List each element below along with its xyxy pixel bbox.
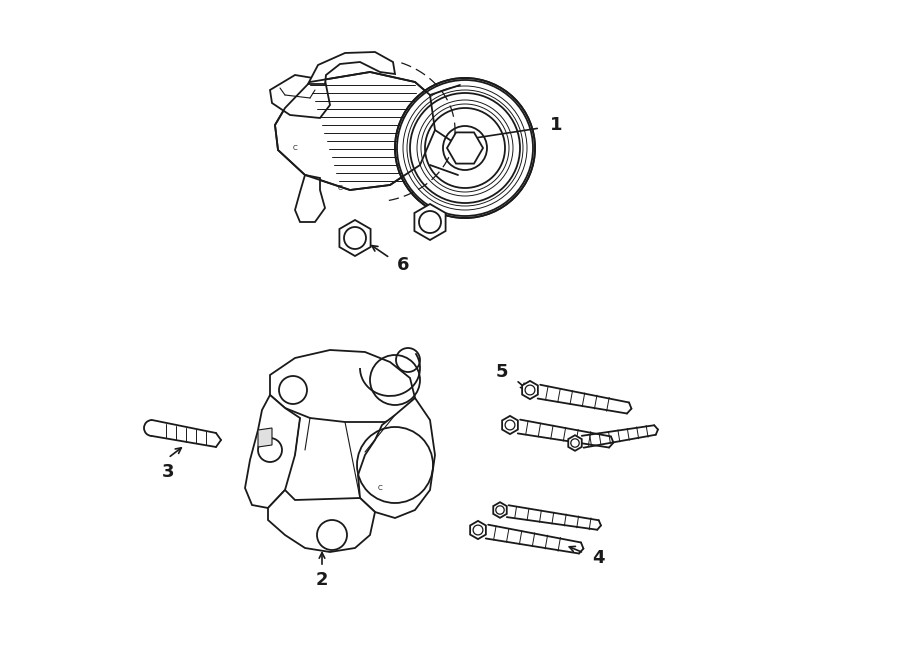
Polygon shape	[308, 52, 395, 84]
Text: 5: 5	[496, 363, 508, 381]
Text: 3: 3	[162, 463, 175, 481]
Polygon shape	[522, 381, 538, 399]
Polygon shape	[275, 72, 435, 190]
Circle shape	[397, 80, 533, 216]
Polygon shape	[493, 502, 507, 518]
Text: C: C	[378, 485, 382, 491]
Polygon shape	[358, 398, 435, 518]
Polygon shape	[414, 204, 446, 240]
Polygon shape	[447, 132, 483, 163]
Polygon shape	[502, 416, 518, 434]
Polygon shape	[270, 75, 330, 118]
Polygon shape	[568, 435, 581, 451]
Polygon shape	[258, 428, 272, 447]
Text: 6: 6	[397, 256, 410, 274]
Polygon shape	[339, 220, 371, 256]
Text: 4: 4	[592, 549, 604, 567]
Polygon shape	[268, 490, 375, 552]
Polygon shape	[295, 175, 325, 222]
Polygon shape	[470, 521, 486, 539]
Text: C: C	[338, 185, 342, 191]
Polygon shape	[270, 350, 415, 422]
Text: 1: 1	[550, 116, 562, 134]
Circle shape	[395, 78, 535, 218]
Text: 2: 2	[316, 571, 328, 589]
Text: C: C	[292, 145, 297, 151]
Polygon shape	[245, 395, 300, 508]
